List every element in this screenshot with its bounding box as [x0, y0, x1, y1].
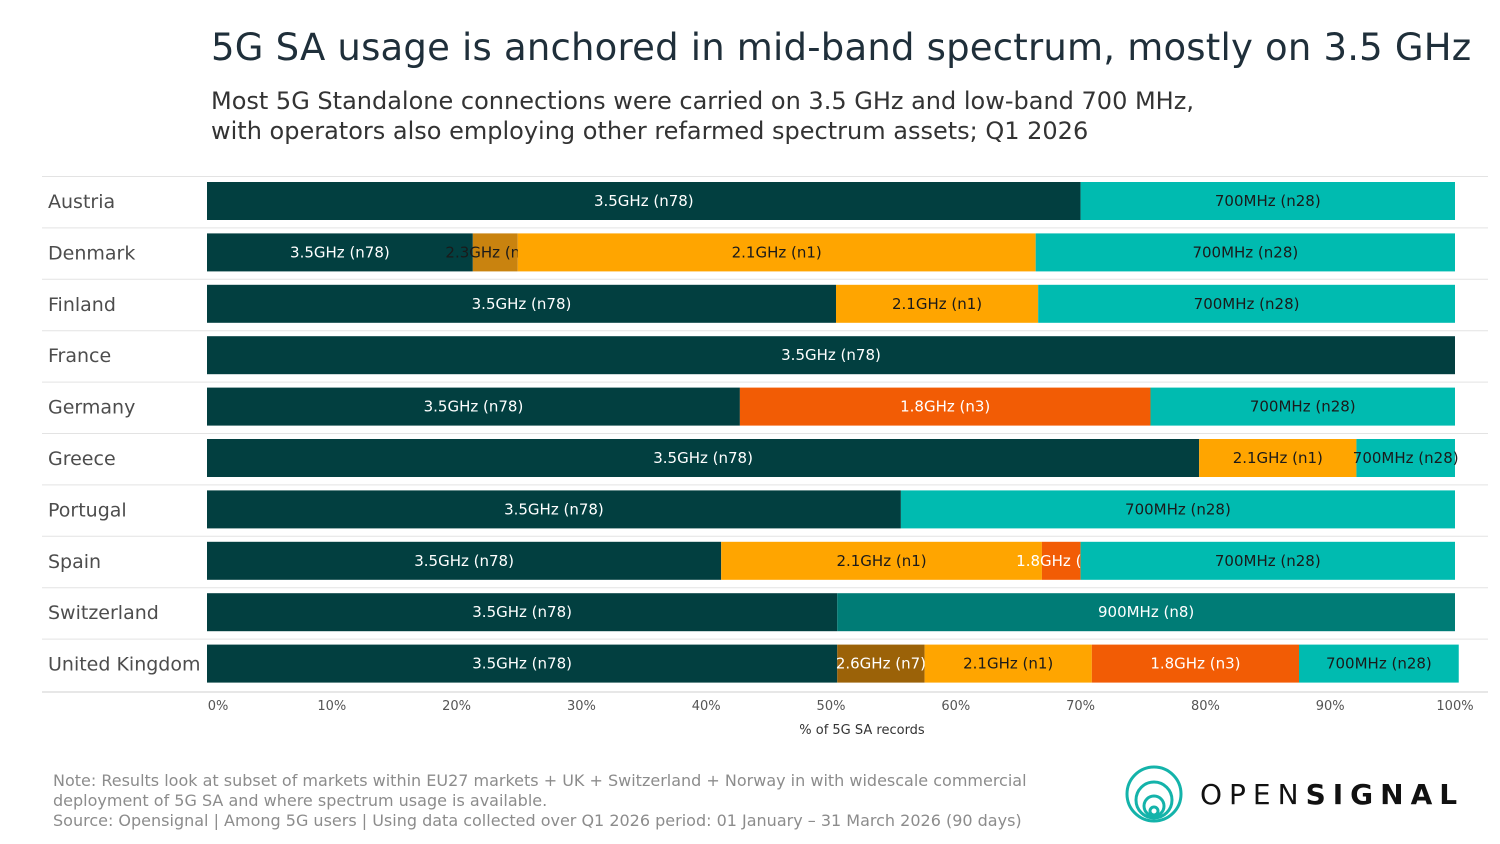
stacked-bar-chart: 3.5GHz (n78) 700MHz (n28)3.5GHz (n78) 2.3G…: [42, 176, 1488, 738]
bar-segment: [207, 439, 1200, 477]
x-tick-label: 100%: [1436, 699, 1473, 714]
brand-wordmark-signal: SIGNAL: [1305, 778, 1465, 811]
bar-segment: [472, 233, 518, 272]
subtitle-line-2: with operators also employing other refa…: [211, 117, 1089, 145]
bar-segment-label: 3.5GHz (n78): [594, 192, 694, 210]
bar-segment: [207, 541, 722, 580]
x-tick-label: 70%: [1066, 699, 1095, 714]
country-label: Germany: [48, 397, 135, 419]
bar-segment-label: 700MHz (n28): [1353, 449, 1459, 467]
bar-segment: [1150, 387, 1455, 426]
chart-subtitle: Most 5G Standalone connections were carr…: [211, 86, 1411, 146]
bar-segment: [517, 233, 1036, 272]
bar-segment: [835, 284, 1039, 323]
bar-segment-label: 3.5GHz (n78): [472, 295, 572, 313]
bar-segment-label: 3.5GHz (n78): [472, 603, 572, 621]
bar-segment-label: 2.1GHz (n1): [963, 655, 1053, 673]
bar-segment-label: 700MHz (n28): [1194, 295, 1300, 313]
brand-wordmark: OPENSIGNAL: [1200, 778, 1464, 811]
bar-segment: [1035, 233, 1455, 272]
x-tick-label: 10%: [317, 699, 346, 714]
bar-segment-label: 2.1GHz (n1): [732, 243, 822, 261]
bar-segment-label: 3.5GHz (n78): [504, 500, 604, 518]
bar-segment-label: 700MHz (n28): [1192, 243, 1298, 261]
row-separators: [42, 176, 1488, 640]
bar-segment-label: 1.8GHz (n3): [900, 398, 990, 416]
bar-segment: [207, 233, 473, 272]
bar-segment-label: 1.8GHz (n3): [1150, 655, 1240, 673]
note-line-1: Note: Results look at subset of markets …: [53, 771, 1027, 790]
x-tick-label: 90%: [1316, 699, 1345, 714]
x-tick-label: 20%: [442, 699, 471, 714]
country-label: Switzerland: [48, 602, 159, 624]
bar-segment-label: 3.5GHz (n78): [290, 243, 390, 261]
bar-segment-label: 700MHz (n28): [1326, 655, 1432, 673]
bar-segment-label: 3.5GHz (n78): [781, 346, 881, 364]
chart-title: 5G SA usage is anchored in mid-band spec…: [211, 26, 1472, 69]
x-tick-label: 50%: [817, 699, 846, 714]
bar-segment-label: 3.5GHz (n78): [414, 552, 514, 570]
bar-segment: [207, 284, 836, 323]
bar-segment-label: 700MHz (n28): [1125, 500, 1231, 518]
bar-segment: [739, 387, 1151, 426]
x-tick-label: 60%: [941, 699, 970, 714]
bar-segment-label: 2.1GHz (n1): [892, 295, 982, 313]
bar-segment: [1199, 439, 1357, 477]
bar-segment: [1091, 644, 1299, 683]
bar-segment: [1080, 541, 1455, 580]
bar-segment-label: 3.5GHz (n78): [472, 655, 572, 673]
bar-segment: [1080, 182, 1455, 220]
bar-rows: 3.5GHz (n78) 700MHz (n28)3.5GHz (n78) 2.3G…: [207, 182, 1459, 683]
country-label: France: [48, 345, 111, 367]
subtitle-line-1: Most 5G Standalone connections were carr…: [211, 87, 1194, 115]
x-tick-label: 40%: [692, 699, 721, 714]
country-labels: Austria Denmark Finland France Germany Greece…: [48, 191, 201, 676]
bar-segment: [207, 593, 838, 632]
bar-segment: [1041, 541, 1081, 580]
country-label: Denmark: [48, 242, 135, 264]
bar-segment-label: 2.6GHz (n7): [836, 655, 926, 673]
source-line: Source: Opensignal | Among 5G users | Us…: [53, 811, 1022, 830]
x-axis: 0% 10% 20% 30% 40% 50% 60% 70% 80% 90% 100%: [42, 691, 1488, 714]
bar-segment: [207, 182, 1081, 220]
bar-segment: [1299, 644, 1459, 683]
brand-wordmark-open: OPEN: [1200, 778, 1306, 811]
country-label: Portugal: [48, 499, 127, 521]
bar-segment-label: 700MHz (n28): [1250, 398, 1356, 416]
bar-segment-label: 700MHz (n28): [1215, 552, 1321, 570]
opensignal-brand: OPENSIGNAL: [1124, 764, 1464, 828]
country-label: Finland: [48, 294, 116, 316]
bar-segment: [207, 387, 740, 426]
bar-segment: [924, 644, 1092, 683]
x-tick-label: 80%: [1191, 699, 1220, 714]
bar-segment-label: 2.1GHz (n1): [836, 552, 926, 570]
bar-segment: [207, 336, 1455, 375]
bar-segment: [1038, 284, 1455, 323]
bar-segment: [721, 541, 1042, 580]
x-tick-label: 0%: [208, 699, 229, 714]
bar-segment: [837, 644, 925, 683]
x-axis-title: % of 5G SA records: [799, 723, 925, 738]
country-label: Austria: [48, 191, 115, 213]
bar-segment: [207, 490, 901, 529]
bar-segment: [1356, 439, 1455, 477]
x-tick-label: 30%: [567, 699, 596, 714]
bar-segment-label: 3.5GHz (n78): [653, 449, 753, 467]
bar-segment: [900, 490, 1455, 529]
country-label: Spain: [48, 551, 101, 573]
opensignal-logo-icon: [1125, 765, 1183, 823]
footnotes: Note: Results look at subset of markets …: [53, 771, 1053, 831]
bar-segment: [837, 593, 1455, 632]
country-label: United Kingdom: [48, 654, 201, 676]
bar-segment-label: 2.1GHz (n1): [1233, 449, 1323, 467]
bar-segment-label: 900MHz (n8): [1098, 603, 1194, 621]
note-line-2: deployment of 5G SA and where spectrum u…: [53, 791, 548, 810]
bar-segment-label: 700MHz (n28): [1215, 192, 1321, 210]
bar-segment: [207, 644, 838, 683]
bar-segment-label: 3.5GHz (n78): [424, 398, 524, 416]
country-label: Greece: [48, 448, 116, 470]
